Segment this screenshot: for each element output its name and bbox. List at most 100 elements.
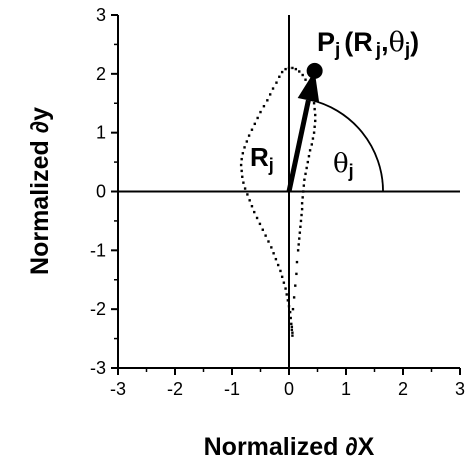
- y-tick-label: -2: [90, 299, 106, 319]
- data-point: [312, 131, 316, 134]
- data-point: [313, 107, 316, 111]
- data-point: [295, 260, 299, 264]
- data-point: [314, 113, 317, 117]
- data-point: [245, 140, 249, 143]
- data-point: [302, 190, 305, 193]
- data-point: [294, 284, 297, 287]
- data-point: [305, 166, 308, 170]
- x-tick-label: -3: [110, 379, 126, 399]
- data-point: [299, 225, 302, 228]
- data-point: [267, 240, 270, 243]
- data-point: [300, 207, 304, 211]
- data-point: [278, 75, 281, 78]
- data-point: [256, 116, 259, 120]
- data-point: [276, 263, 280, 267]
- y-tick-label: 0: [96, 182, 106, 202]
- data-point: [280, 70, 284, 74]
- data-point: [286, 299, 290, 302]
- data-point: [291, 331, 294, 334]
- data-point: [239, 163, 243, 167]
- data-point: [296, 249, 300, 252]
- data-point: [243, 187, 247, 190]
- y-tick-label: 1: [96, 123, 106, 143]
- y-tick-label: 3: [96, 5, 106, 25]
- data-point: [285, 293, 288, 296]
- data-point: [266, 99, 269, 102]
- data-point: [288, 310, 292, 314]
- data-point: [298, 237, 301, 240]
- data-point: [274, 257, 278, 261]
- data-point: [306, 160, 310, 164]
- data-point: [303, 178, 306, 181]
- data-point: [290, 328, 294, 331]
- data-point: [279, 269, 282, 273]
- data-point: [282, 281, 286, 284]
- data-point: [290, 322, 293, 326]
- y-tick-label: 2: [96, 64, 106, 84]
- data-point: [295, 272, 298, 276]
- data-point: [284, 287, 287, 290]
- point-label: Pj (R j,θj): [317, 27, 419, 61]
- theta-arc: [308, 98, 384, 192]
- data-point: [291, 334, 294, 337]
- data-point: [294, 67, 298, 71]
- data-point: [291, 307, 295, 311]
- data-point: [300, 213, 303, 217]
- data-point: [255, 216, 259, 220]
- data-points: [239, 66, 317, 337]
- data-point: [259, 110, 262, 114]
- theta-label: θj: [333, 149, 354, 181]
- y-axis-title: Normalized ∂y: [26, 107, 54, 275]
- data-point: [284, 67, 287, 71]
- data-point: [297, 243, 300, 246]
- data-point: [304, 172, 307, 176]
- data-point: [310, 143, 313, 146]
- data-point: [253, 122, 256, 126]
- data-point: [301, 73, 304, 77]
- x-tick-label: 1: [341, 379, 351, 399]
- y-tick-label: -3: [90, 358, 106, 378]
- data-point: [287, 305, 291, 308]
- x-tick-label: 0: [284, 379, 294, 399]
- data-point: [240, 169, 243, 173]
- data-point: [304, 78, 307, 81]
- data-point: [250, 128, 254, 131]
- vector-shaft: [286, 99, 311, 193]
- data-point: [241, 175, 244, 178]
- data-point: [298, 70, 301, 73]
- data-point: [287, 66, 291, 70]
- data-point: [242, 181, 245, 184]
- y-tick-label: -1: [90, 240, 106, 260]
- data-point: [289, 316, 292, 320]
- data-point: [262, 104, 266, 108]
- data-point: [264, 234, 267, 237]
- x-tick-label: -2: [167, 379, 183, 399]
- data-point: [302, 184, 306, 187]
- data-point: [314, 119, 317, 123]
- ticks: -3 -2 -1 0 1 2 3 -3 -2 -1 0 1 2 3: [90, 5, 465, 399]
- data-point: [270, 246, 273, 249]
- data-point: [241, 152, 245, 155]
- data-point: [268, 93, 272, 96]
- data-point: [312, 102, 316, 105]
- data-point: [300, 202, 304, 205]
- data-point: [253, 210, 256, 214]
- point-marker: [306, 62, 323, 79]
- data-point: [292, 296, 296, 299]
- data-point: [240, 157, 243, 161]
- data-point: [290, 325, 294, 329]
- data-point: [272, 252, 275, 255]
- data-point: [301, 196, 304, 199]
- vector-group: [286, 62, 384, 193]
- x-tick-label: -1: [224, 379, 240, 399]
- data-point: [248, 199, 251, 202]
- data-point: [311, 137, 315, 140]
- data-point: [291, 66, 294, 70]
- data-point: [258, 222, 262, 226]
- data-point: [298, 231, 302, 234]
- data-point: [299, 219, 303, 223]
- data-point: [243, 146, 246, 149]
- data-point: [271, 87, 275, 90]
- data-point: [308, 149, 312, 152]
